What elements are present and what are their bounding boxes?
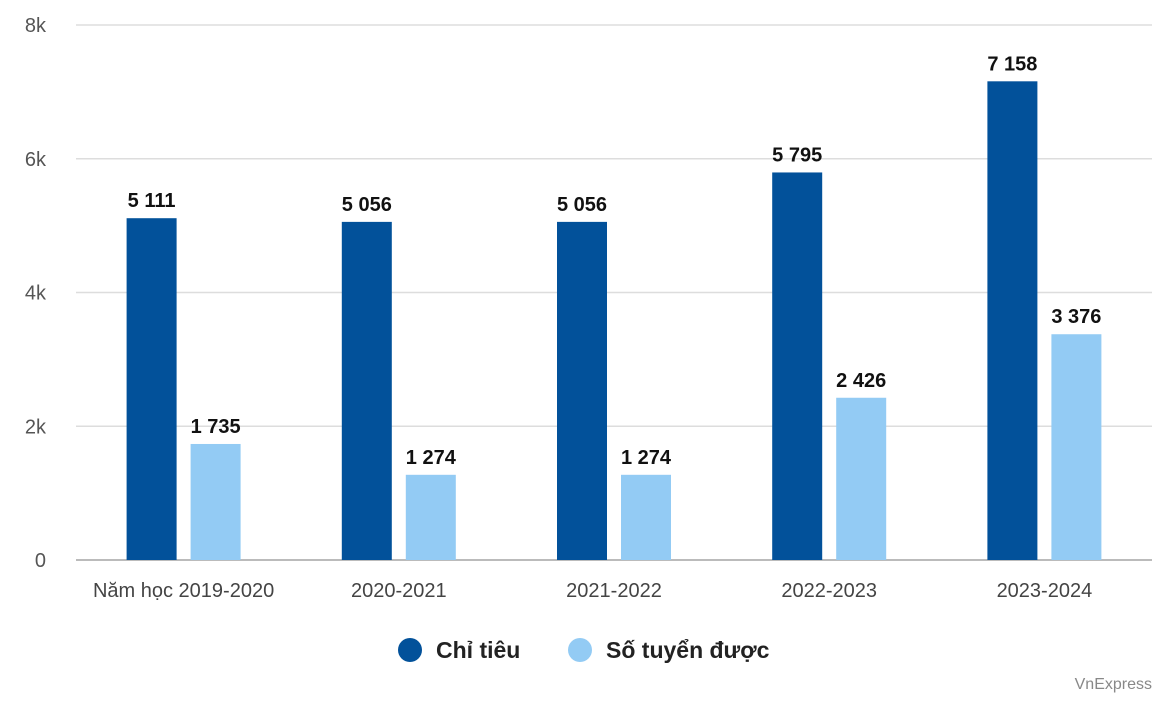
bar-so-tuyen-duoc[interactable] [190,443,241,560]
bar-chi-tieu[interactable] [772,172,823,560]
y-tick-label: 8k [25,15,47,37]
data-label: 3 376 [1051,306,1101,328]
x-tick-label: 2023-2024 [997,580,1093,602]
data-label: 5 056 [557,194,607,216]
data-label: 1 274 [406,447,457,469]
legend-item-so-tuyen-duoc[interactable]: Số tuyển được [568,637,770,663]
y-tick-label: 6k [25,149,47,171]
legend-swatch [398,638,422,662]
y-tick-label: 4k [25,283,47,305]
bars [126,81,1102,560]
legend-swatch [568,638,592,662]
data-label: 7 158 [987,53,1037,75]
legend[interactable]: Chỉ tiêu Số tuyển được [398,637,770,663]
legend-label: Số tuyển được [606,637,770,663]
legend-item-chi-tieu[interactable]: Chỉ tiêu [398,637,520,663]
bar-so-tuyen-duoc[interactable] [405,474,456,560]
x-tick-label: 2020-2021 [351,580,447,602]
y-tick-label: 0 [35,550,46,572]
x-axis-ticks: Năm học 2019-2020 2020-2021 2021-2022 2022-… [93,580,1092,602]
source-credit: VnExpress [1074,676,1152,693]
data-label: 1 735 [191,416,241,438]
data-label: 2 426 [836,370,886,392]
data-label: 5 056 [342,194,392,216]
bar-so-tuyen-duoc[interactable] [621,474,671,560]
data-labels: 5 111 1 735 5 056 1 274 5 056 1 274 5 795 2 426… [128,53,1102,468]
bar-chi-tieu[interactable] [557,221,607,560]
x-tick-label: 2021-2022 [566,580,662,602]
x-tick-label: 2022-2023 [781,580,877,602]
bar-chi-tieu[interactable] [341,221,392,560]
y-tick-label: 2k [25,416,47,438]
bar-chi-tieu[interactable] [987,81,1038,560]
bar-so-tuyen-duoc[interactable] [836,397,887,560]
data-label: 5 111 [128,190,176,212]
x-tick-label: Năm học 2019-2020 [93,580,274,602]
bar-chi-tieu[interactable] [126,218,177,560]
gridlines [76,24,1152,561]
y-axis-ticks: 0 2k 4k 6k 8k [25,15,47,572]
bar-so-tuyen-duoc[interactable] [1051,334,1102,560]
data-label: 1 274 [621,447,672,469]
legend-label: Chỉ tiêu [436,637,520,663]
data-label: 5 795 [772,144,822,166]
